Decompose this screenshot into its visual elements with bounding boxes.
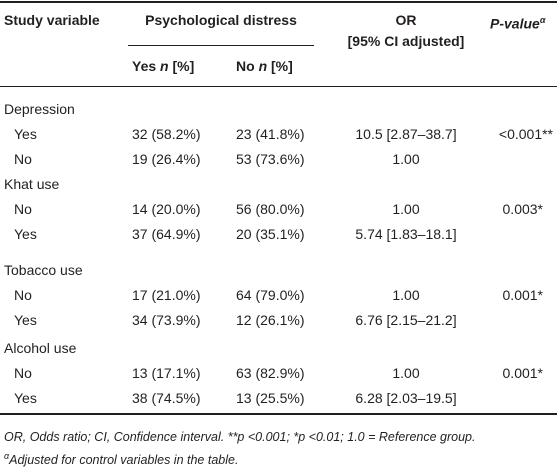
cell-yes: 34 (73.9%)	[132, 312, 201, 328]
row-label: No	[14, 151, 32, 167]
header-yes-post: [%]	[168, 58, 195, 74]
footnote-superscript: α	[4, 451, 10, 461]
header-bottom-rule	[0, 86, 557, 87]
header-no-n: n	[258, 58, 268, 74]
header-study-variable: Study variable	[4, 12, 100, 28]
cell-no: 56 (80.0%)	[236, 201, 305, 217]
header-no-post: [%]	[267, 58, 293, 74]
cell-no: 53 (73.6%)	[236, 151, 305, 167]
cell-no: 64 (79.0%)	[236, 287, 305, 303]
header-yes: Yes n [%]	[132, 58, 194, 75]
row-label: Yes	[14, 126, 37, 142]
cell-or: 6.28 [2.03–19.5]	[355, 390, 457, 406]
row-label: Yes	[14, 226, 37, 242]
pvalue-label: P-value	[490, 15, 540, 32]
cell-p: 0.001*	[502, 287, 543, 303]
cell-or: 1.00	[392, 287, 420, 303]
cell-yes: 14 (20.0%)	[132, 201, 201, 217]
cell-p: 0.003*	[502, 201, 543, 217]
cell-no: 63 (82.9%)	[236, 365, 305, 381]
cell-or: 10.5 [2.87–38.7]	[355, 126, 457, 142]
header-or-ci: [95% CI adjusted]	[347, 33, 465, 49]
cell-yes: 32 (58.2%)	[132, 126, 201, 142]
footnote-adjusted-text: Adjusted for control variables in the ta…	[9, 453, 239, 468]
cell-yes: 38 (74.5%)	[132, 390, 201, 406]
group-label: Alcohol use	[4, 340, 77, 356]
cell-or: 1.00	[392, 151, 420, 167]
cell-or: 5.74 [1.83–18.1]	[355, 226, 457, 242]
cell-yes: 19 (26.4%)	[132, 151, 201, 167]
header-no-pre: No	[236, 58, 259, 74]
cell-no: 20 (35.1%)	[236, 226, 305, 242]
cell-or: 1.00	[392, 201, 420, 217]
cell-no: 13 (25.5%)	[236, 390, 305, 406]
table-top-rule	[0, 1, 557, 3]
cell-yes: 17 (21.0%)	[132, 287, 201, 303]
table-bottom-rule	[0, 413, 557, 415]
cell-p: <0.001**	[498, 126, 553, 142]
row-label: No	[14, 365, 32, 381]
header-psychological-distress: Psychological distress	[145, 12, 297, 28]
pvalue-superscript: α	[539, 15, 546, 25]
group-label: Depression	[4, 101, 75, 117]
subheader-rule	[128, 45, 314, 46]
cell-p: 0.001*	[502, 365, 543, 381]
row-label: No	[14, 287, 32, 303]
footnote-abbreviations: OR, Odds ratio; CI, Confidence interval.…	[4, 430, 476, 444]
header-pvalue: P-valueα	[490, 12, 545, 33]
header-yes-pre: Yes	[132, 58, 161, 74]
cell-or: 1.00	[392, 365, 420, 381]
group-label: Khat use	[4, 176, 60, 192]
row-label: Yes	[14, 312, 37, 328]
cell-yes: 13 (17.1%)	[132, 365, 201, 381]
cell-or: 6.76 [2.15–21.2]	[355, 312, 457, 328]
header-no: No n [%]	[236, 58, 293, 75]
cell-yes: 37 (64.9%)	[132, 226, 201, 242]
row-label: No	[14, 201, 32, 217]
footnote-adjusted: αAdjusted for control variables in the t…	[4, 448, 238, 468]
row-label: Yes	[14, 390, 37, 406]
group-label: Tobacco use	[4, 262, 83, 278]
cell-no: 12 (26.1%)	[236, 312, 305, 328]
header-yes-n: n	[160, 58, 169, 74]
header-or: OR	[395, 12, 417, 28]
cell-no: 23 (41.8%)	[236, 126, 305, 142]
